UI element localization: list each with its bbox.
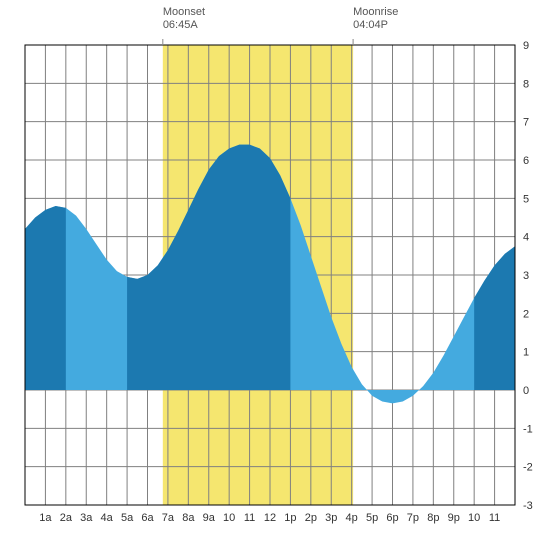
y-tick-label: 9 bbox=[523, 40, 529, 52]
x-tick-label: 5p bbox=[366, 512, 378, 524]
y-tick-label: 8 bbox=[523, 78, 529, 90]
moonrise-time: 04:04P bbox=[353, 19, 388, 31]
x-tick-label: 4p bbox=[346, 512, 358, 524]
x-tick-label: 1p bbox=[284, 512, 296, 524]
x-tick-label: 8a bbox=[182, 512, 195, 524]
x-tick-label: 8p bbox=[427, 512, 439, 524]
tide-area-dark-0 bbox=[25, 206, 66, 390]
y-tick-label: -1 bbox=[523, 423, 533, 435]
x-tick-label: 5a bbox=[121, 512, 134, 524]
y-tick-label: -2 bbox=[523, 462, 533, 474]
x-tick-label: 1a bbox=[39, 512, 52, 524]
moonset-time: 06:45A bbox=[163, 19, 198, 31]
y-tick-label: 5 bbox=[523, 193, 529, 205]
x-tick-label: 6p bbox=[386, 512, 398, 524]
moonrise-label: Moonrise 04:04P bbox=[353, 6, 398, 32]
x-tick-label: 11 bbox=[244, 512, 255, 524]
moonrise-title: Moonrise bbox=[353, 6, 398, 18]
y-tick-label: 2 bbox=[523, 308, 529, 320]
x-tick-label: 2a bbox=[60, 512, 73, 524]
x-tick-label: 10 bbox=[223, 512, 235, 524]
x-tick-label: 6a bbox=[141, 512, 154, 524]
x-tick-label: 9p bbox=[448, 512, 460, 524]
x-tick-label: 11 bbox=[489, 512, 500, 524]
y-tick-label: 4 bbox=[523, 232, 529, 244]
x-tick-label: 7p bbox=[407, 512, 419, 524]
x-tick-label: 7a bbox=[162, 512, 175, 524]
y-tick-label: 6 bbox=[523, 155, 529, 167]
moonset-title: Moonset bbox=[163, 6, 205, 18]
tide-chart: -3-2-101234567891a2a3a4a5a6a7a8a9a101112… bbox=[0, 0, 550, 550]
y-tick-label: -3 bbox=[523, 500, 533, 512]
x-tick-label: 12 bbox=[264, 512, 276, 524]
chart-svg: -3-2-101234567891a2a3a4a5a6a7a8a9a101112… bbox=[0, 0, 550, 550]
moonset-label: Moonset 06:45A bbox=[163, 6, 205, 32]
x-tick-label: 3a bbox=[80, 512, 93, 524]
y-tick-label: 7 bbox=[523, 117, 529, 129]
x-tick-label: 10 bbox=[468, 512, 480, 524]
x-tick-label: 4a bbox=[101, 512, 114, 524]
x-tick-label: 3p bbox=[325, 512, 337, 524]
y-tick-label: 1 bbox=[523, 347, 529, 359]
y-tick-label: 3 bbox=[523, 270, 529, 282]
x-tick-label: 9a bbox=[203, 512, 216, 524]
y-tick-label: 0 bbox=[523, 385, 529, 397]
x-tick-label: 2p bbox=[305, 512, 317, 524]
